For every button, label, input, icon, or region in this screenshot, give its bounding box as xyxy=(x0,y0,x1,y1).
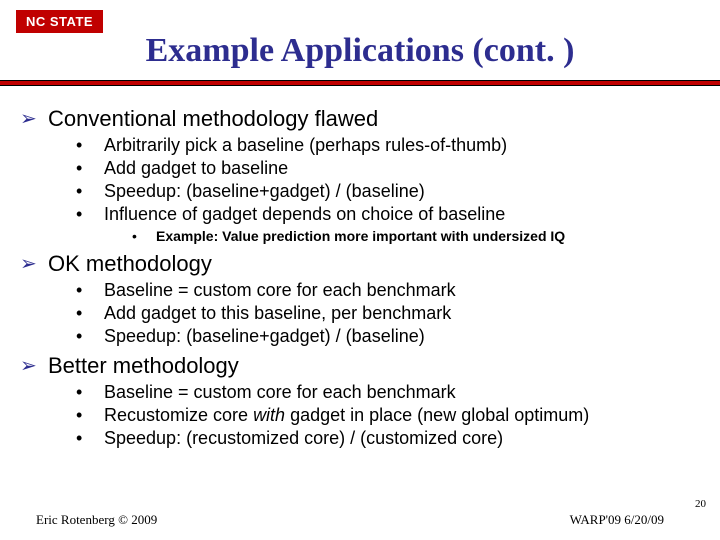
page-number: 20 xyxy=(695,498,706,510)
bullet-text: Recustomize core with gadget in place (n… xyxy=(104,404,589,426)
section-2-heading-text: OK methodology xyxy=(48,251,212,277)
content-area: ➢ Conventional methodology flawed •Arbit… xyxy=(20,100,700,449)
sub-bullet-item: •Example: Value prediction more importan… xyxy=(132,227,700,245)
arrow-icon: ➢ xyxy=(20,106,48,132)
bullet-text: Arbitrarily pick a baseline (perhaps rul… xyxy=(104,134,507,156)
section-3-heading: ➢ Better methodology xyxy=(20,353,700,379)
footer-event: WARP'09 6/20/09 xyxy=(570,512,664,528)
bullet-icon: • xyxy=(76,325,104,347)
arrow-icon: ➢ xyxy=(20,353,48,379)
bullet-item: •Speedup: (baseline+gadget) / (baseline) xyxy=(76,180,700,202)
sub-bullet-text: Example: Value prediction more important… xyxy=(156,227,565,245)
bullet-text: Add gadget to baseline xyxy=(104,157,288,179)
bullet-icon: • xyxy=(76,203,104,225)
section-3-heading-text: Better methodology xyxy=(48,353,239,379)
bullet-text: Speedup: (recustomized core) / (customiz… xyxy=(104,427,503,449)
bullet-icon: • xyxy=(76,302,104,324)
bullet-item: •Baseline = custom core for each benchma… xyxy=(76,381,700,403)
bullet-icon: • xyxy=(76,134,104,156)
bullet-item: •Influence of gadget depends on choice o… xyxy=(76,203,700,225)
slide-title: Example Applications (cont. ) xyxy=(0,32,720,70)
bullet-icon: • xyxy=(76,427,104,449)
bullet-text: Baseline = custom core for each benchmar… xyxy=(104,279,456,301)
bullet-text: Add gadget to this baseline, per benchma… xyxy=(104,302,451,324)
bullet-text: Speedup: (baseline+gadget) / (baseline) xyxy=(104,325,425,347)
bullet-icon: • xyxy=(76,381,104,403)
section-1-heading-text: Conventional methodology flawed xyxy=(48,106,378,132)
title-rule xyxy=(0,80,720,86)
bullet-text: Speedup: (baseline+gadget) / (baseline) xyxy=(104,180,425,202)
bullet-icon: • xyxy=(76,157,104,179)
bullet-icon: • xyxy=(76,180,104,202)
arrow-icon: ➢ xyxy=(20,251,48,277)
bullet-icon: • xyxy=(76,404,104,426)
bullet-item: •Arbitrarily pick a baseline (perhaps ru… xyxy=(76,134,700,156)
bullet-icon: • xyxy=(132,227,156,245)
bullet-item: •Speedup: (baseline+gadget) / (baseline) xyxy=(76,325,700,347)
bullet-item: •Baseline = custom core for each benchma… xyxy=(76,279,700,301)
bullet-item: •Add gadget to this baseline, per benchm… xyxy=(76,302,700,324)
bullet-text: Influence of gadget depends on choice of… xyxy=(104,203,505,225)
bullet-icon: • xyxy=(76,279,104,301)
bullet-item: •Recustomize core with gadget in place (… xyxy=(76,404,700,426)
bullet-item: •Speedup: (recustomized core) / (customi… xyxy=(76,427,700,449)
slide-root: NC STATE Example Applications (cont. ) ➢… xyxy=(0,0,720,540)
bullet-item: •Add gadget to baseline xyxy=(76,157,700,179)
org-badge: NC STATE xyxy=(16,10,103,33)
section-1-heading: ➢ Conventional methodology flawed xyxy=(20,106,700,132)
section-2-heading: ➢ OK methodology xyxy=(20,251,700,277)
bullet-text: Baseline = custom core for each benchmar… xyxy=(104,381,456,403)
footer-author: Eric Rotenberg © 2009 xyxy=(36,512,157,528)
